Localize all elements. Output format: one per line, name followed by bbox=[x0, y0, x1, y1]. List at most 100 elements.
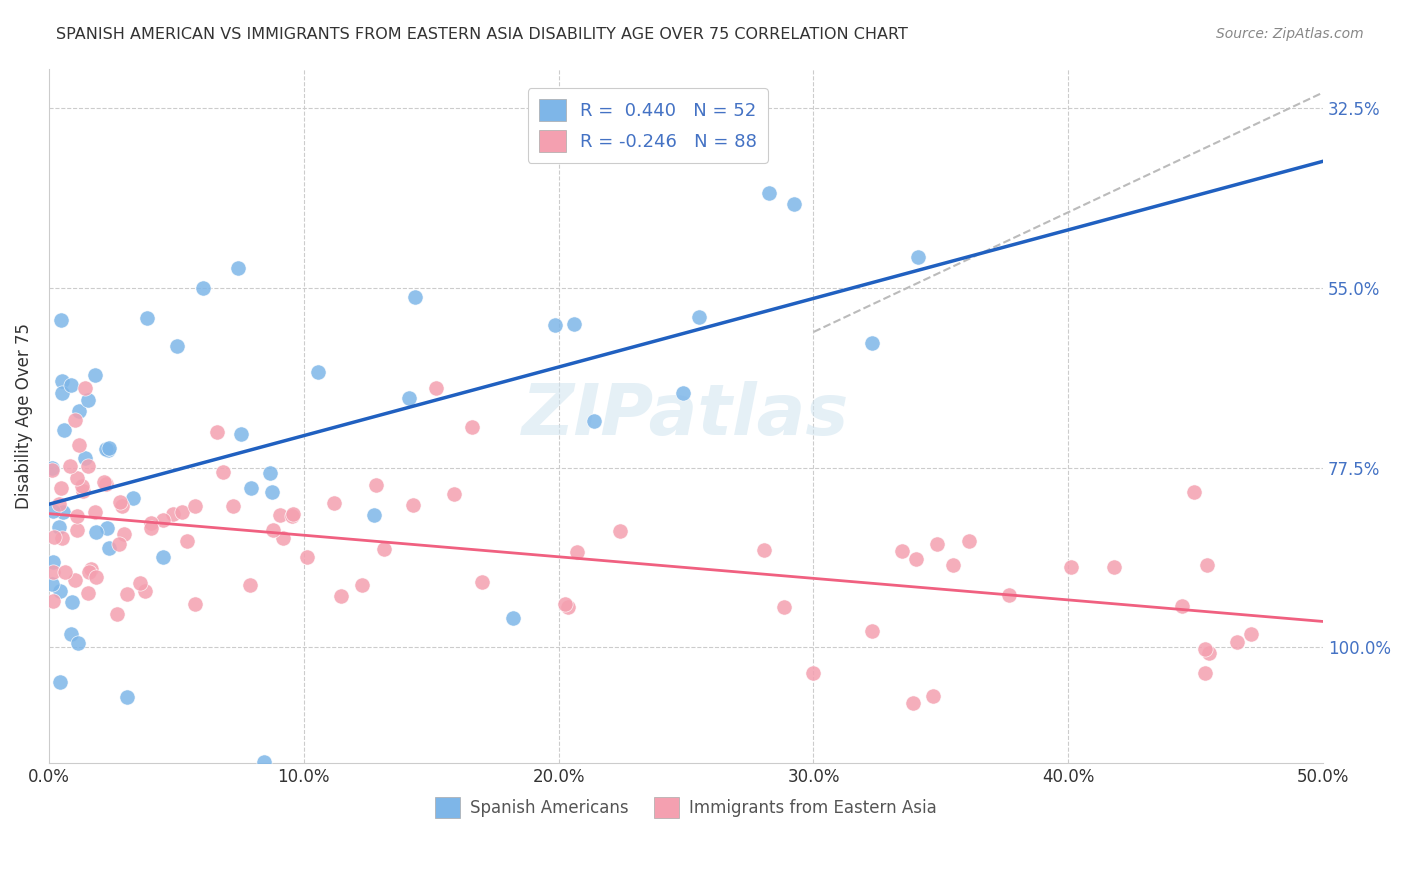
Point bbox=[176, 533, 198, 548]
Point bbox=[1182, 485, 1205, 500]
Point bbox=[222, 500, 245, 514]
Point bbox=[404, 290, 426, 304]
Point bbox=[129, 576, 152, 591]
Point bbox=[67, 404, 90, 418]
Point bbox=[1239, 627, 1261, 641]
Point bbox=[152, 550, 174, 565]
Point bbox=[136, 311, 159, 326]
Point bbox=[53, 565, 76, 579]
Point bbox=[75, 381, 97, 395]
Legend: Spanish Americans, Immigrants from Eastern Asia: Spanish Americans, Immigrants from Easte… bbox=[429, 790, 943, 824]
Point bbox=[905, 551, 928, 566]
Point bbox=[350, 577, 373, 591]
Point bbox=[86, 524, 108, 539]
Point bbox=[443, 487, 465, 501]
Point bbox=[94, 477, 117, 491]
Point bbox=[42, 504, 65, 518]
Point bbox=[63, 412, 86, 426]
Point bbox=[1226, 635, 1249, 649]
Point bbox=[502, 611, 524, 625]
Point bbox=[554, 597, 576, 611]
Point bbox=[66, 509, 89, 524]
Point bbox=[53, 423, 76, 437]
Point bbox=[51, 532, 73, 546]
Point bbox=[398, 391, 420, 405]
Point bbox=[557, 599, 579, 614]
Point bbox=[73, 450, 96, 465]
Point bbox=[134, 583, 156, 598]
Point bbox=[49, 481, 72, 495]
Point bbox=[48, 497, 70, 511]
Point bbox=[52, 505, 75, 519]
Point bbox=[907, 250, 929, 264]
Point bbox=[262, 524, 284, 538]
Point bbox=[891, 544, 914, 558]
Point bbox=[77, 459, 100, 474]
Point bbox=[253, 755, 276, 769]
Point bbox=[783, 196, 806, 211]
Point bbox=[41, 577, 63, 591]
Point bbox=[97, 441, 120, 455]
Point bbox=[184, 499, 207, 513]
Point bbox=[166, 339, 188, 353]
Point bbox=[96, 443, 118, 458]
Point bbox=[259, 466, 281, 480]
Point bbox=[41, 461, 63, 475]
Point bbox=[184, 598, 207, 612]
Point bbox=[76, 392, 98, 407]
Point bbox=[65, 573, 87, 587]
Point bbox=[96, 521, 118, 535]
Point bbox=[121, 491, 143, 506]
Point bbox=[67, 437, 90, 451]
Point bbox=[281, 507, 304, 521]
Point bbox=[752, 542, 775, 557]
Point bbox=[801, 665, 824, 680]
Point bbox=[957, 534, 980, 549]
Point bbox=[84, 505, 107, 519]
Point bbox=[191, 281, 214, 295]
Point bbox=[112, 526, 135, 541]
Point bbox=[922, 689, 945, 703]
Point bbox=[1195, 558, 1218, 573]
Point bbox=[366, 478, 388, 492]
Point bbox=[44, 529, 66, 543]
Point bbox=[860, 335, 883, 350]
Point bbox=[107, 607, 129, 621]
Point bbox=[998, 588, 1021, 602]
Point bbox=[139, 516, 162, 530]
Point bbox=[42, 594, 65, 608]
Point bbox=[281, 508, 304, 523]
Point bbox=[772, 599, 794, 614]
Point bbox=[271, 531, 294, 545]
Point bbox=[108, 495, 131, 509]
Point bbox=[93, 475, 115, 489]
Text: SPANISH AMERICAN VS IMMIGRANTS FROM EASTERN ASIA DISABILITY AGE OVER 75 CORRELAT: SPANISH AMERICAN VS IMMIGRANTS FROM EAST… bbox=[56, 27, 908, 42]
Point bbox=[49, 313, 72, 327]
Point bbox=[1194, 642, 1216, 657]
Point bbox=[1102, 560, 1125, 574]
Point bbox=[84, 368, 107, 382]
Point bbox=[240, 481, 263, 495]
Point bbox=[565, 545, 588, 559]
Point bbox=[1060, 560, 1083, 574]
Point bbox=[77, 586, 100, 600]
Point bbox=[583, 414, 606, 428]
Point bbox=[42, 555, 65, 569]
Point bbox=[77, 566, 100, 580]
Point bbox=[72, 479, 94, 493]
Point bbox=[901, 697, 924, 711]
Point bbox=[1171, 599, 1194, 614]
Point bbox=[262, 485, 284, 500]
Point bbox=[115, 586, 138, 600]
Point bbox=[307, 365, 329, 379]
Point bbox=[60, 595, 83, 609]
Point bbox=[51, 374, 73, 388]
Point bbox=[425, 381, 447, 395]
Point bbox=[170, 505, 193, 519]
Point bbox=[49, 674, 72, 689]
Point bbox=[49, 583, 72, 598]
Point bbox=[162, 507, 184, 521]
Y-axis label: Disability Age Over 75: Disability Age Over 75 bbox=[15, 323, 32, 508]
Point bbox=[927, 537, 949, 551]
Point bbox=[373, 541, 395, 556]
